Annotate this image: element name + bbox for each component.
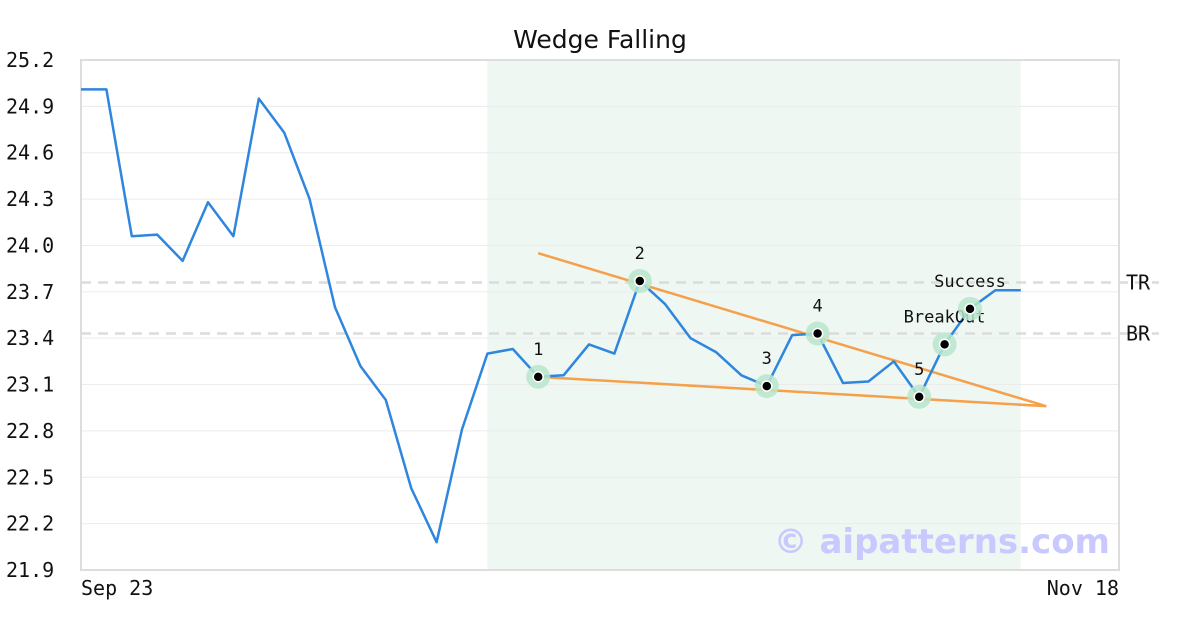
pattern-point-label: 5 xyxy=(914,360,924,380)
shaded-region xyxy=(487,60,1021,570)
pattern-point-label: 4 xyxy=(812,297,822,317)
watermark: © aipatterns.com xyxy=(774,522,1110,562)
levels-group: TR BR xyxy=(81,271,1159,346)
y-tick-label: 22.2 xyxy=(6,512,54,536)
pattern-point xyxy=(634,275,646,287)
y-tick-label: 24.3 xyxy=(6,187,54,211)
series-line xyxy=(81,88,1021,544)
pattern-point-label: 2 xyxy=(635,244,645,264)
trendline xyxy=(538,375,1047,408)
pattern-point-label: 1 xyxy=(533,340,543,360)
annotation-label: Success xyxy=(934,272,1006,292)
pattern-point xyxy=(811,327,824,340)
y-tick-label: 24.0 xyxy=(6,233,54,257)
pattern-point xyxy=(913,391,925,403)
y-tick-label: 22.8 xyxy=(6,419,54,443)
annotation-point xyxy=(938,338,951,351)
x-ticks-group: Sep 23 Nov 18 xyxy=(81,576,1119,600)
chart-title: Wedge Falling xyxy=(513,25,687,54)
y-tick-label: 24.6 xyxy=(6,141,54,165)
grid-group xyxy=(81,59,1119,571)
pattern-point-label: 3 xyxy=(762,349,772,369)
x-tick-label: Nov 18 xyxy=(1047,576,1119,600)
level-label: BR xyxy=(1126,322,1151,346)
y-tick-label: 24.9 xyxy=(6,94,54,118)
y-tick-label: 21.9 xyxy=(6,558,54,582)
pattern-point xyxy=(761,380,773,392)
annotation-point xyxy=(964,303,976,315)
y-tick-label: 23.7 xyxy=(6,280,54,304)
x-tick-label: Sep 23 xyxy=(81,576,153,600)
level-label: TR xyxy=(1126,271,1151,295)
y-tick-label: 25.2 xyxy=(6,48,54,72)
pattern-point xyxy=(532,371,544,383)
trendlines-group xyxy=(537,251,1047,408)
trendline xyxy=(537,251,1047,408)
y-ticks-group: 25.2 24.9 24.6 24.3 24.0 23.7 23.4 23.1 22.8 22.5… xyxy=(6,48,54,582)
y-tick-label: 23.4 xyxy=(6,326,54,350)
y-tick-label: 23.1 xyxy=(6,373,54,397)
series-group xyxy=(81,88,1021,544)
shaded-region-group xyxy=(487,60,1021,570)
plot-frame xyxy=(80,59,1120,571)
y-tick-label: 22.5 xyxy=(6,465,54,489)
pattern-points-group: 1 2 3 4 5 xyxy=(526,244,932,409)
